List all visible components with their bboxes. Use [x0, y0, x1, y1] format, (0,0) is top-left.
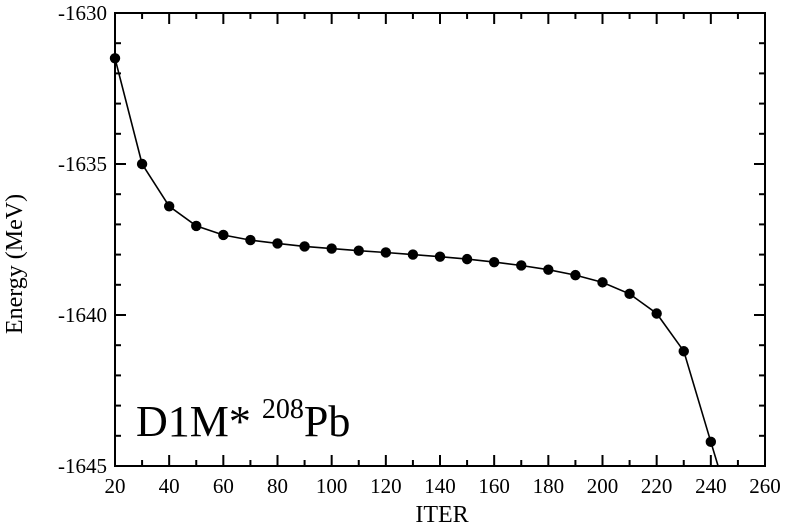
x-tick-label: 260: [749, 474, 781, 498]
x-tick-label: 60: [213, 474, 234, 498]
y-tick-label: -1645: [58, 454, 107, 478]
x-tick-label: 100: [316, 474, 348, 498]
x-axis-title: ITER: [415, 502, 468, 524]
x-tick-label: 220: [641, 474, 673, 498]
x-tick-label: 80: [267, 474, 288, 498]
x-tick-label: 140: [424, 474, 456, 498]
x-tick-label: 20: [105, 474, 126, 498]
data-point: [299, 241, 310, 252]
x-tick-label: 40: [159, 474, 180, 498]
data-point: [407, 249, 419, 260]
plot-frame: [114, 12, 766, 467]
data-point: [678, 346, 689, 357]
tick-labels: 20 40 60 80 100 120 140 160 180 200 220 240 260 -1630…: [58, 1, 781, 498]
data-point: [651, 308, 662, 319]
data-point: [624, 288, 635, 300]
x-tick-label: 240: [695, 474, 727, 498]
plot-area: [109, 53, 719, 467]
data-point: [136, 158, 148, 170]
data-point: [326, 243, 337, 254]
annotation-superscript: 208: [262, 394, 304, 425]
data-point: [705, 436, 717, 448]
data-point: [380, 247, 392, 258]
data-point: [434, 251, 446, 262]
data-point: [191, 220, 202, 232]
chart-annotation: D1M* 208Pb: [136, 394, 350, 446]
y-axis-title: Energy (MeV): [2, 194, 28, 334]
data-point: [597, 277, 608, 288]
data-point: [353, 245, 364, 256]
data-point: [461, 253, 473, 265]
data-point: [245, 234, 256, 246]
data-point: [488, 256, 500, 268]
y-tick-label: -1640: [58, 303, 107, 327]
y-tick-label: -1630: [58, 1, 107, 25]
x-tick-label: 160: [478, 474, 510, 498]
x-tick-label: 180: [533, 474, 565, 498]
data-point: [516, 260, 527, 271]
data-point: [570, 269, 581, 281]
data-point: [543, 264, 554, 275]
x-tick-label: 200: [587, 474, 619, 498]
annotation-suffix: Pb: [304, 397, 350, 446]
annotation-prefix: D1M*: [136, 397, 262, 446]
data-point: [218, 229, 229, 241]
y-tick-label: -1635: [58, 152, 107, 176]
data-point: [272, 238, 283, 249]
data-point: [163, 201, 175, 212]
x-tick-label: 120: [370, 474, 402, 498]
